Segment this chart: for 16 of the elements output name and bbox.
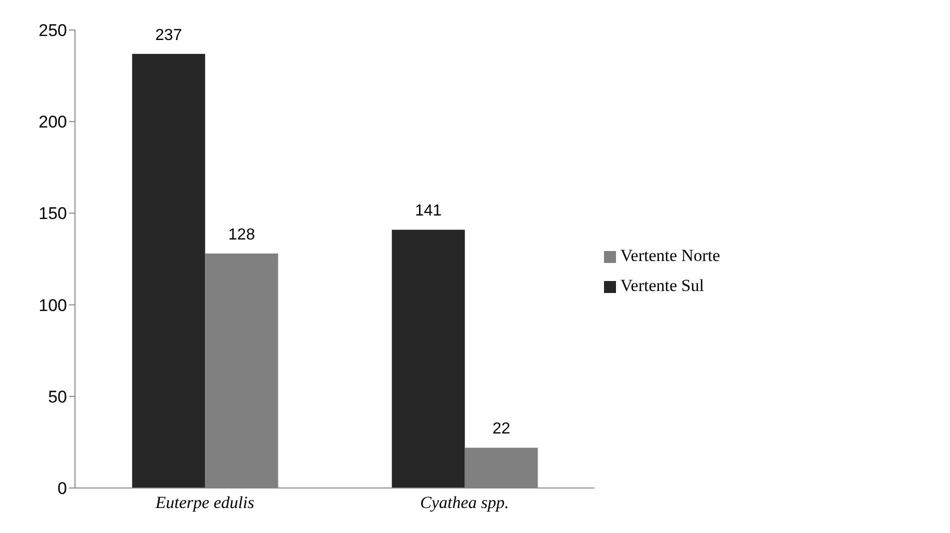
bar bbox=[392, 230, 465, 488]
y-tick-label: 150 bbox=[38, 204, 67, 224]
data-label: 128 bbox=[228, 226, 256, 244]
y-tick-label: 200 bbox=[38, 112, 67, 132]
y-tick-label: 100 bbox=[38, 296, 67, 315]
y-tick-label: 250 bbox=[38, 21, 67, 40]
bar bbox=[132, 54, 206, 488]
x-tick-label: Euterpe edulis bbox=[154, 493, 255, 512]
data-label: 141 bbox=[414, 202, 442, 220]
legend-label: Vertente Norte bbox=[620, 246, 720, 264]
y-tick-label: 0 bbox=[58, 479, 67, 498]
legend-label: Vertente Sul bbox=[620, 276, 704, 294]
data-label: 22 bbox=[492, 420, 510, 438]
y-tick-label: 50 bbox=[48, 387, 67, 406]
x-tick-label: Cyathea spp. bbox=[420, 493, 509, 512]
data-label: 237 bbox=[155, 26, 182, 44]
